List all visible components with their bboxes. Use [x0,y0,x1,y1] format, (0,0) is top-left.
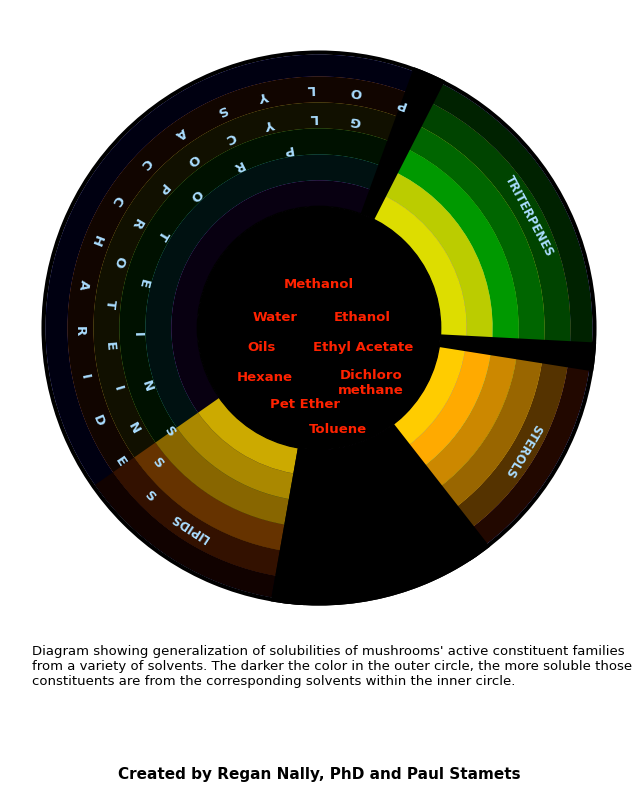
Wedge shape [463,358,590,552]
Wedge shape [68,77,570,579]
Text: Pet Ether: Pet Ether [271,398,340,411]
Wedge shape [419,349,517,491]
Circle shape [197,206,441,450]
Text: Dichloro
methane: Dichloro methane [338,369,404,397]
Text: C: C [223,130,237,145]
Text: T: T [103,298,117,309]
Wedge shape [433,352,543,513]
Wedge shape [177,413,293,499]
Text: E: E [102,342,116,351]
Text: L: L [306,82,315,95]
Wedge shape [449,355,568,534]
Text: I: I [131,332,144,338]
Text: P: P [394,95,408,111]
Text: Methanol: Methanol [284,278,354,290]
Text: I: I [110,384,124,393]
Wedge shape [145,154,384,500]
Text: P: P [154,180,170,196]
Text: O: O [185,150,202,168]
Wedge shape [385,424,490,561]
Text: N: N [125,420,142,436]
Wedge shape [382,170,493,343]
Text: S: S [150,455,166,471]
Text: S: S [142,489,158,505]
Text: R: R [73,326,86,336]
Wedge shape [371,194,466,341]
Text: P: P [281,142,293,156]
Wedge shape [198,398,298,474]
Wedge shape [271,448,313,605]
Wedge shape [404,346,491,470]
Wedge shape [95,472,276,598]
Text: Oils: Oils [248,341,276,354]
Text: O: O [350,84,362,99]
Wedge shape [172,180,466,476]
Text: Hexane: Hexane [236,370,292,384]
Wedge shape [403,123,545,348]
Wedge shape [93,102,545,554]
Text: Toluene: Toluene [309,422,367,436]
Wedge shape [280,428,478,606]
Text: Y: Y [264,116,276,130]
Text: Water: Water [253,310,298,323]
Wedge shape [360,67,445,219]
Wedge shape [45,54,593,602]
Text: R: R [128,215,145,230]
Wedge shape [119,128,394,526]
Text: E: E [112,454,128,469]
Wedge shape [68,77,413,577]
Wedge shape [119,128,519,528]
Wedge shape [41,50,597,606]
Text: L: L [308,111,317,124]
Text: TRITERPENES: TRITERPENES [502,174,556,259]
Wedge shape [389,343,466,449]
Text: E: E [135,277,150,289]
Text: G: G [349,114,362,128]
Text: A: A [77,278,91,291]
Text: S: S [162,425,178,440]
Wedge shape [145,154,493,502]
Text: A: A [173,125,188,141]
Text: S: S [214,102,228,118]
Wedge shape [439,334,596,371]
Text: Diagram showing generalization of solubilities of mushrooms' active constituent : Diagram showing generalization of solubi… [32,646,632,689]
Wedge shape [172,180,375,474]
Text: D: D [91,414,107,429]
Wedge shape [156,427,289,525]
Wedge shape [426,80,593,352]
Wedge shape [45,54,422,598]
Wedge shape [113,458,280,576]
Wedge shape [93,102,403,551]
Text: C: C [109,192,125,207]
Wedge shape [392,147,519,346]
Text: H: H [88,233,105,248]
Text: Ethanol: Ethanol [334,310,391,323]
Text: R: R [230,157,246,174]
Text: LIPIDS: LIPIDS [168,510,211,545]
Wedge shape [134,442,285,550]
Text: Y: Y [258,88,271,102]
Text: N: N [138,378,154,394]
Text: O: O [187,186,204,203]
Text: Ethyl Acetate: Ethyl Acetate [313,341,413,354]
Text: I: I [78,373,92,381]
Text: Created by Regan Nally, PhD and Paul Stamets: Created by Regan Nally, PhD and Paul Sta… [117,767,521,782]
Wedge shape [414,100,570,350]
Text: STEROLS: STEROLS [502,422,544,479]
Text: C: C [138,155,154,171]
Text: O: O [111,254,127,269]
Text: T: T [155,228,170,242]
